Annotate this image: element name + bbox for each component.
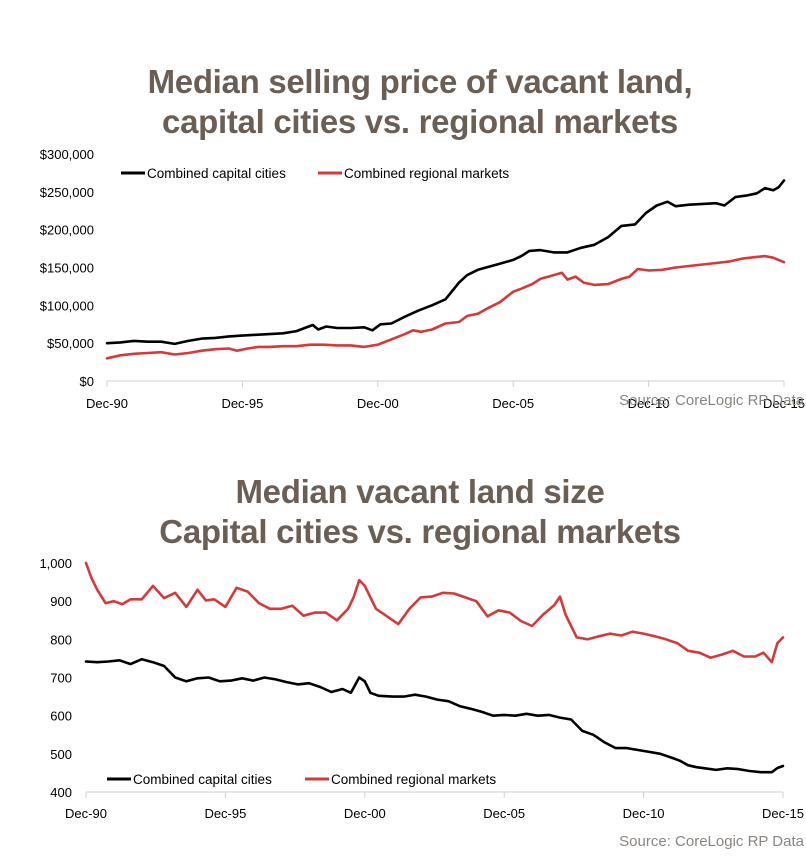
chart2-title: Median vacant land size Capital cities v… xyxy=(0,472,806,552)
chart2-title-line1: Median vacant land size xyxy=(235,473,605,510)
chart1-title: Median selling price of vacant land, cap… xyxy=(0,62,806,142)
y-tick-label: 900 xyxy=(50,594,72,609)
chart1-title-line1: Median selling price of vacant land, xyxy=(147,63,693,100)
y-tick-label: $300,000 xyxy=(40,147,94,162)
chart1-source: Source: CoreLogic RP Data xyxy=(619,392,804,409)
chart2-title-line2: Capital cities vs. regional markets xyxy=(159,513,681,550)
series-line-combined-regional-markets xyxy=(84,561,785,664)
y-tick-label: 800 xyxy=(50,632,72,647)
chart1-plot: Dec-90 Dec-95 Dec-00 Dec-05 Dec-10 Dec-15 $0 $5… xyxy=(40,147,805,411)
x-tick-label: Dec-00 xyxy=(357,396,399,411)
x-tick-label: Dec-00 xyxy=(344,806,386,821)
y-tick-label: 600 xyxy=(50,709,72,724)
y-tick-label: 1,000 xyxy=(39,556,72,571)
legend-label: Combined capital cities xyxy=(147,166,286,181)
series-line-combined-capital-cities xyxy=(105,179,786,346)
x-tick-label: Dec-10 xyxy=(623,806,665,821)
y-tick-label: $50,000 xyxy=(47,336,94,351)
y-tick-label: $100,000 xyxy=(40,298,94,313)
x-tick-label: Dec-15 xyxy=(763,396,805,411)
legend-label: Combined capital cities xyxy=(133,772,272,787)
legend-label: Combined regional markets xyxy=(331,772,496,787)
x-tick-label: Dec-95 xyxy=(221,396,263,411)
y-tick-label: 700 xyxy=(50,671,72,686)
y-tick-label: 500 xyxy=(50,747,72,762)
chart2-source: Source: CoreLogic RP Data xyxy=(619,833,804,850)
y-tick-label: $250,000 xyxy=(40,185,94,200)
x-tick-label: Dec-90 xyxy=(65,806,107,821)
x-tick-label: Dec-90 xyxy=(86,396,128,411)
y-tick-label: $0 xyxy=(80,374,94,389)
x-tick-label: Dec-10 xyxy=(628,396,670,411)
series-line-combined-capital-cities xyxy=(84,657,785,774)
legend-label: Combined regional markets xyxy=(344,166,509,181)
y-tick-label: $150,000 xyxy=(40,261,94,276)
chart1-title-line2: capital cities vs. regional markets xyxy=(162,103,678,140)
y-tick-label: 400 xyxy=(50,785,72,800)
x-tick-label: Dec-95 xyxy=(204,806,246,821)
y-tick-label: $200,000 xyxy=(40,223,94,238)
x-tick-label: Dec-05 xyxy=(483,806,525,821)
x-tick-label: Dec-05 xyxy=(492,396,534,411)
series-line-combined-regional-markets xyxy=(105,254,786,360)
x-tick-label: Dec-15 xyxy=(762,806,804,821)
